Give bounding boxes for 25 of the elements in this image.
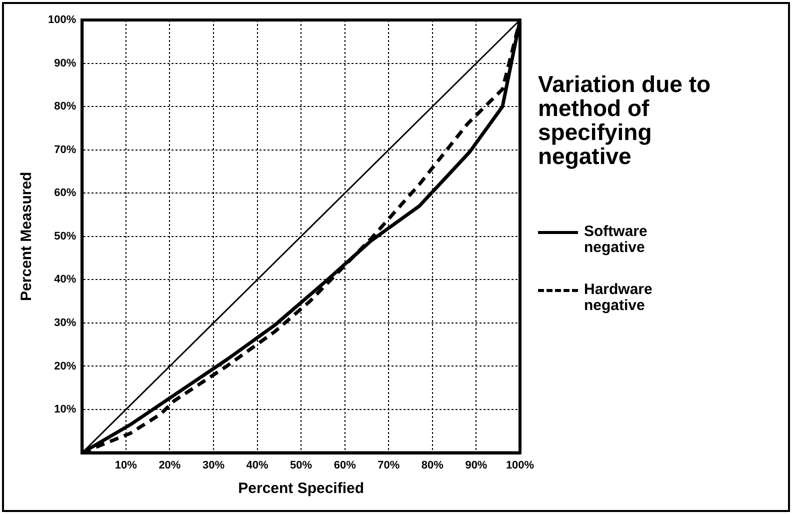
y-tick-label: 30%	[54, 316, 76, 329]
x-axis-title: Percent Specified	[238, 480, 364, 498]
x-tick-label: 80%	[421, 459, 444, 472]
y-tick-label: 20%	[54, 360, 76, 372]
x-tick-label: 30%	[202, 459, 225, 472]
y-tick-label: 40%	[54, 274, 76, 286]
y-axis-title: Percent Measured	[18, 172, 36, 302]
y-tick-label: 80%	[54, 100, 76, 113]
y-tick-label: 100%	[48, 14, 76, 26]
x-tick-label: 70%	[378, 459, 400, 472]
y-tick-label: 70%	[54, 144, 76, 156]
y-tick-label: 10%	[54, 404, 76, 416]
x-tick-label: 50%	[290, 459, 312, 472]
legend-label: Software negative	[584, 223, 648, 256]
x-tick-label: 60%	[334, 459, 356, 472]
y-tick-label: 60%	[54, 187, 76, 200]
text: Variation due to method of specifying negative	[538, 71, 712, 169]
x-tick-label: 20%	[158, 459, 181, 472]
y-tick-label: 50%	[54, 230, 76, 242]
y-tick-label: 90%	[54, 57, 76, 70]
x-tick-label: 40%	[246, 459, 268, 472]
x-tick-label: 90%	[465, 459, 488, 472]
legend-label: Hardware negative	[584, 281, 654, 314]
x-tick-label: 10%	[114, 459, 138, 472]
x-tick-label: 100%	[506, 459, 534, 472]
